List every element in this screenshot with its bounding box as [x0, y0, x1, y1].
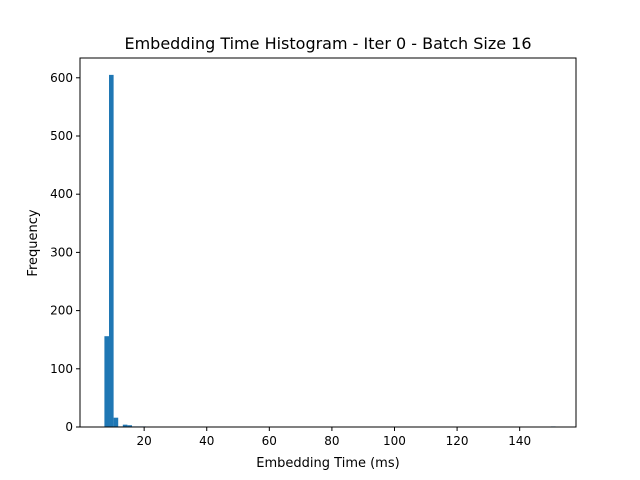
x-tick-label: 140 [508, 434, 531, 448]
x-axis-ticks: 20 40 60 80 100 120 140 [137, 427, 531, 448]
bars-group [104, 74, 556, 428]
y-axis-ticks: 0 100 200 300 400 500 600 [50, 71, 80, 434]
histogram-bar-5 [127, 425, 133, 427]
y-tick-label: 0 [65, 420, 73, 434]
x-tick-label: 60 [262, 434, 277, 448]
histogram-bar-2 [113, 417, 119, 427]
chart-title: Embedding Time Histogram - Iter 0 - Batc… [124, 34, 531, 53]
y-tick-label: 200 [50, 304, 73, 318]
y-tick-label: 500 [50, 129, 73, 143]
y-tick-label: 100 [50, 362, 73, 376]
y-tick-label: 300 [50, 245, 73, 259]
x-tick-label: 40 [199, 434, 214, 448]
histogram-bar-4 [122, 424, 128, 427]
y-axis-label: Frequency [26, 209, 41, 276]
histogram-bar-0 [104, 336, 110, 427]
x-axis-label: Embedding Time (ms) [256, 456, 399, 471]
x-tick-label: 120 [446, 434, 469, 448]
histogram-bar-1 [109, 74, 114, 428]
y-tick-label: 600 [50, 71, 73, 85]
x-tick-label: 80 [324, 434, 339, 448]
x-tick-label: 20 [137, 434, 152, 448]
x-tick-label: 100 [383, 434, 406, 448]
y-tick-label: 400 [50, 187, 73, 201]
plot-frame [79, 57, 577, 428]
